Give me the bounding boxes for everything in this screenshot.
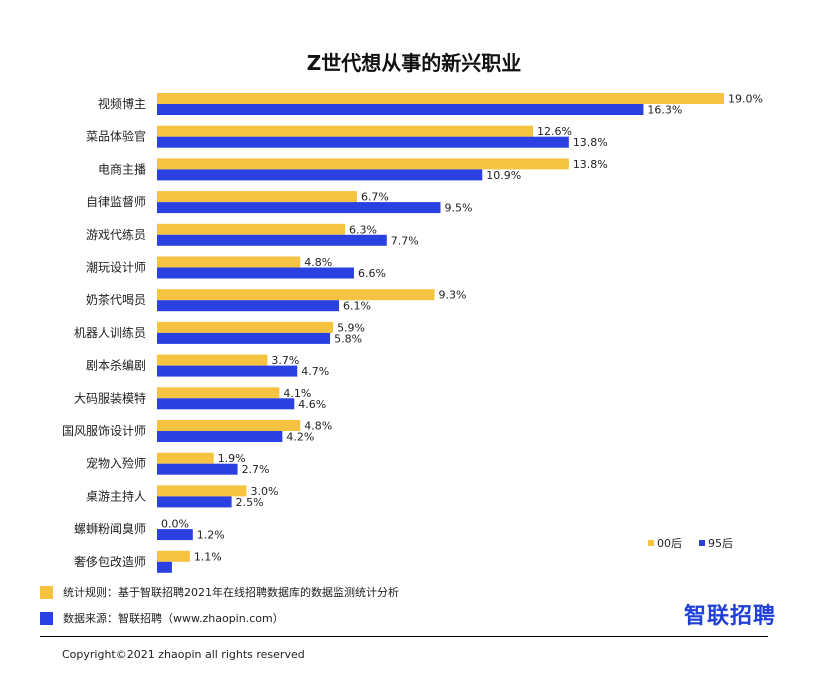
bar-00 [157, 321, 334, 333]
value-label: 2.5% [236, 496, 264, 509]
value-label: 6.1% [343, 300, 371, 313]
value-label: 4.8% [304, 256, 332, 269]
value-label: 6.7% [361, 191, 389, 204]
bar-00 [157, 420, 301, 431]
bar-95 [157, 529, 193, 541]
bar-00 [157, 125, 534, 137]
value-label: 4.2% [286, 431, 314, 444]
bar-95 [157, 398, 295, 410]
value-label: 6.6% [358, 267, 386, 280]
bar-95 [157, 365, 298, 377]
value-label: 4.8% [304, 420, 332, 433]
bar-00 [157, 93, 724, 104]
bar-00 [157, 387, 280, 399]
category-label: 剧本杀编剧 [86, 358, 146, 373]
category-label: 菜品体验官 [86, 129, 146, 144]
bar-95 [157, 234, 387, 246]
value-label: 10.9% [486, 169, 521, 182]
legend-swatch-95 [699, 540, 705, 546]
category-label: 螺蛳粉闻臭师 [74, 521, 146, 536]
legend-label-95: 95后 [708, 537, 733, 550]
category-label: 国风服饰设计师 [62, 424, 146, 438]
category-label: 电商主播 [98, 161, 146, 176]
value-label: 3.0% [251, 485, 279, 498]
value-label: 4.1% [283, 387, 311, 400]
category-label: 视频博主 [98, 96, 146, 111]
divider [40, 636, 768, 637]
rule-swatch [40, 585, 53, 599]
bar-95 [157, 202, 441, 214]
category-label: 自律监督师 [86, 194, 146, 209]
bar-95 [157, 561, 172, 573]
bar-00 [157, 550, 190, 562]
value-label: 6.3% [349, 223, 377, 236]
bar-00 [157, 191, 357, 203]
category-label: 游戏代练员 [86, 227, 146, 242]
bars-group: 视频博主 19.0%16.3%菜品体验官 12.6%13.8%电商主播 13.8%10… [62, 93, 763, 573]
brand-logo: 智联招聘 [683, 604, 776, 629]
source-swatch [40, 611, 53, 625]
footer-source-line: 数据来源：智联招聘（www.zhaopin.com） [40, 610, 284, 626]
value-label: 1.2% [197, 529, 225, 542]
value-label: 1.9% [218, 452, 246, 465]
value-label: 5.9% [337, 321, 365, 334]
bar-00 [157, 485, 247, 497]
category-label: 奢侈包改造师 [74, 555, 146, 569]
bar-00 [157, 289, 435, 301]
bar-95 [157, 431, 283, 442]
value-label: 7.7% [391, 234, 419, 247]
legend-label-00: 00后 [657, 537, 682, 550]
value-label: 4.6% [298, 398, 326, 411]
bar-00 [157, 256, 301, 268]
chart-title: Z世代想从事的新兴职业 [307, 51, 522, 75]
bar-95 [157, 169, 483, 181]
category-label: 宠物入殓师 [86, 456, 146, 471]
legend-swatch-00 [648, 540, 654, 546]
value-label: 9.3% [439, 289, 467, 302]
value-label: 1.1% [194, 550, 222, 563]
bar-95 [157, 300, 340, 312]
bar-chart: Z世代想从事的新兴职业 视频博主 19.0%16.3%菜品体验官 12.6%13.8… [62, 51, 763, 573]
legend: 00后 95后 [648, 537, 733, 550]
source-text: 数据来源：智联招聘（www.zhaopin.com） [63, 612, 284, 625]
footer-rule-line: 统计规则：基于智联招聘2021年在线招聘数据库的数据监测统计分析 [40, 584, 399, 600]
bar-95 [157, 463, 238, 475]
value-label: 5.8% [334, 332, 362, 345]
bar-95 [157, 136, 569, 148]
bar-00 [157, 158, 569, 170]
bar-95 [157, 267, 354, 279]
bar-00 [157, 452, 214, 464]
value-label: 2.7% [242, 463, 270, 476]
rule-text: 统计规则：基于智联招聘2021年在线招聘数据库的数据监测统计分析 [63, 586, 399, 599]
value-label: 9.5% [445, 202, 473, 215]
category-label: 大码服装模特 [74, 390, 146, 405]
category-label: 机器人训练员 [74, 325, 146, 340]
bar-95 [157, 496, 232, 508]
category-label: 桌游主持人 [86, 488, 146, 503]
value-label: 19.0% [728, 93, 763, 106]
category-label: 奶茶代喝员 [86, 292, 146, 307]
bar-00 [157, 223, 346, 235]
category-label: 潮玩设计师 [86, 260, 146, 275]
value-label: 12.6% [537, 125, 572, 138]
bar-95 [157, 332, 331, 344]
value-label: 3.7% [271, 354, 299, 367]
copyright: Copyright©2021 zhaopin all rights reserv… [62, 648, 305, 661]
value-label: 0.0% [161, 518, 189, 531]
bar-00 [157, 354, 268, 366]
value-label: 4.7% [301, 365, 329, 378]
value-label: 13.8% [573, 158, 608, 171]
value-label: 16.3% [647, 104, 682, 117]
value-label: 13.8% [573, 136, 608, 149]
bar-95 [157, 104, 644, 115]
